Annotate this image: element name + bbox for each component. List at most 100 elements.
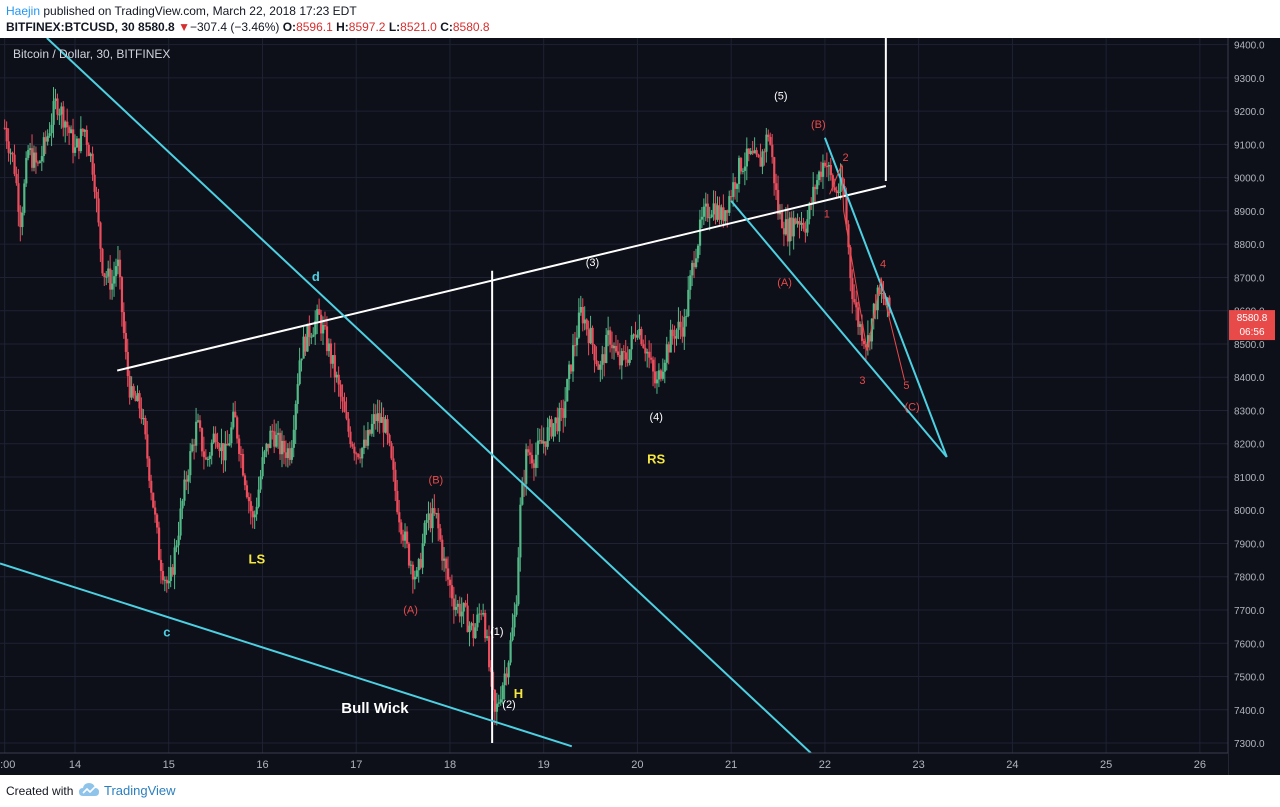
candle-body <box>632 334 635 336</box>
candle-body <box>761 151 764 167</box>
candles <box>3 87 891 726</box>
candle-body <box>300 358 303 361</box>
candle-body <box>532 463 536 468</box>
price-tick-label: 9000.0 <box>1234 174 1265 185</box>
candle-body <box>757 154 760 158</box>
candle-body <box>769 136 772 145</box>
wave-label: (3) <box>586 257 599 269</box>
candle-body <box>870 318 873 342</box>
candle-body <box>579 306 583 313</box>
candle-body <box>548 419 551 428</box>
candle-body <box>882 292 885 299</box>
price-tick-label: 8300.0 <box>1234 406 1265 417</box>
candle-body <box>132 386 135 396</box>
candle-body <box>97 198 100 223</box>
candle-body <box>27 149 30 158</box>
price-chart[interactable]: d c LS RS H Bull Wick (1) (2) (3) (4) (5) (A) (B) (A)… <box>0 38 1280 775</box>
time-axis-labels: 6:00 14 15 16 17 18 19 20 21 22 23 24 25 26 <box>0 759 1206 771</box>
candle-body <box>157 527 161 560</box>
candle-body <box>765 134 768 152</box>
price-axis[interactable] <box>1228 38 1280 775</box>
candle-body <box>400 522 403 535</box>
candle-body <box>571 345 575 372</box>
candle-body <box>673 336 676 339</box>
time-tick-label: 19 <box>538 759 550 771</box>
candle-body <box>327 343 331 352</box>
candle-body <box>421 543 424 568</box>
candle-body <box>710 214 713 218</box>
candle-body <box>230 427 233 444</box>
candle-body <box>21 212 24 228</box>
tradingview-brand[interactable]: TradingView <box>104 783 176 798</box>
author-link[interactable]: Haejin <box>6 4 41 18</box>
candle-body <box>454 606 458 610</box>
candle-body <box>257 489 260 507</box>
candle-body <box>318 309 321 315</box>
price-tick-label: 8000.0 <box>1234 506 1265 517</box>
candle-body <box>249 501 252 512</box>
candle-body <box>198 420 202 429</box>
wave-label: 1 <box>824 209 830 221</box>
candle-body <box>677 321 680 330</box>
candle-body <box>238 438 241 455</box>
candle-body <box>714 203 717 220</box>
candle-body <box>226 443 229 446</box>
low-value: 8521.0 <box>400 20 437 34</box>
low-label: L: <box>388 20 401 34</box>
candle-body <box>79 128 83 152</box>
candle-body <box>148 458 151 481</box>
candle-body <box>243 475 247 486</box>
candle-body <box>880 292 883 295</box>
candle-body <box>415 570 418 577</box>
wave-label: RS <box>647 452 665 467</box>
tradingview-cloud-icon[interactable] <box>78 781 100 799</box>
candle-body <box>17 183 20 212</box>
time-tick-label: 26 <box>1194 759 1206 771</box>
candle-body <box>650 357 653 360</box>
candle-body <box>599 364 602 370</box>
wave-label: (A) <box>403 604 418 616</box>
candle-body <box>521 483 524 505</box>
candle-body <box>150 480 153 493</box>
candle-body <box>724 210 727 222</box>
candle-body <box>630 335 633 350</box>
candle-body <box>368 430 372 434</box>
candle-body <box>708 217 711 219</box>
candle-body <box>77 138 81 152</box>
candle-body <box>357 454 360 458</box>
candle-body <box>511 627 514 641</box>
candle-body <box>126 351 129 377</box>
candle-body <box>7 141 10 153</box>
candle-body <box>89 153 92 157</box>
candle-body <box>154 507 157 515</box>
chart-area[interactable]: d c LS RS H Bull Wick (1) (2) (3) (4) (5) (A) (B) (A)… <box>0 38 1280 775</box>
candle-body <box>652 359 655 372</box>
candle-body <box>833 187 836 191</box>
candle-body <box>200 428 204 452</box>
candle-body <box>267 443 270 448</box>
wave-label: (B) <box>429 475 444 487</box>
candle-body <box>302 336 305 359</box>
price-tick-label: 8700.0 <box>1234 273 1265 284</box>
time-axis[interactable] <box>0 753 1228 775</box>
candle-body <box>189 451 192 476</box>
candle-body <box>681 327 684 337</box>
candle-body <box>601 354 604 365</box>
price-tick-label: 8200.0 <box>1234 440 1265 451</box>
candle-body <box>573 345 577 347</box>
candle-body <box>445 558 448 569</box>
price-tick-label: 8800.0 <box>1234 240 1265 251</box>
open-value: 8596.1 <box>296 20 333 34</box>
candle-body <box>443 558 446 561</box>
candle-body <box>136 393 139 402</box>
candle-body <box>847 224 850 248</box>
candle-body <box>782 228 786 235</box>
candle-body <box>732 182 735 197</box>
candle-body <box>220 443 223 452</box>
candle-body <box>730 196 733 198</box>
candle-body <box>282 440 286 453</box>
candle-body <box>359 457 362 459</box>
current-price-label: 8580.8 <box>1237 313 1268 324</box>
candle-body <box>251 511 254 518</box>
candle-body <box>15 173 18 184</box>
